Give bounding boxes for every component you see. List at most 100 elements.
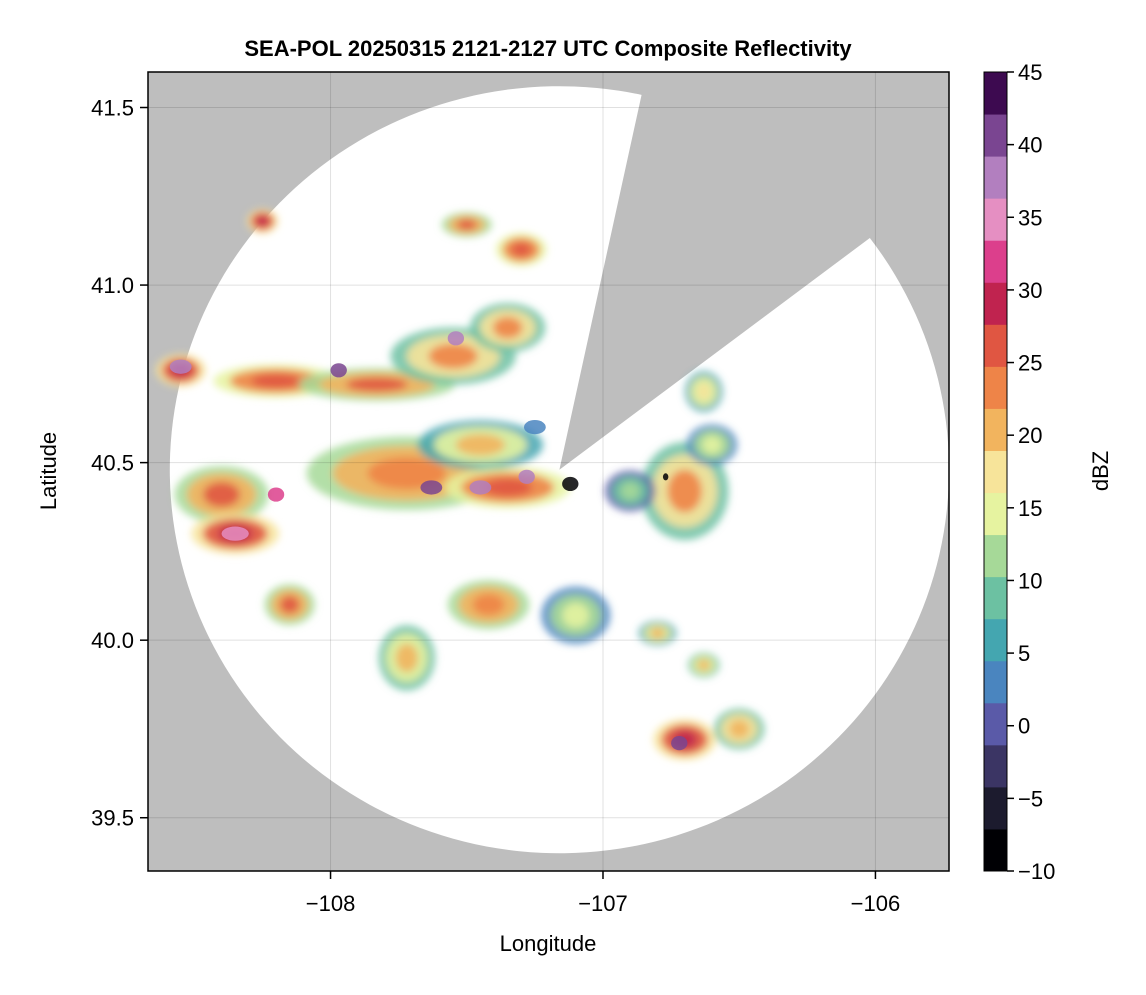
echo-cell [470,303,546,353]
echo-core [662,473,669,481]
colorbar-segment [984,366,1007,409]
echo-inner [729,720,750,738]
radar-coverage-area [169,86,949,854]
x-tick-label: −108 [306,891,356,916]
echo-cell [688,652,720,678]
echo-core [671,736,688,751]
echo-core [330,363,347,378]
y-axis-label: Latitude [36,432,61,510]
echo-cell [640,442,729,541]
echo-inner [702,435,722,454]
echo-cell [441,212,492,237]
colorbar-tick-label: −10 [1018,859,1055,884]
echo-core [420,480,443,495]
colorbar-tick-label: 10 [1018,568,1042,593]
echo-inner [650,627,665,639]
echo-inner [279,595,300,614]
echo-inner [562,602,590,628]
y-tick-label: 41.0 [91,273,134,298]
echo-core [169,359,192,374]
echo-core [518,469,535,484]
colorbar-segment [984,240,1007,283]
colorbar-segment [984,282,1007,325]
echo-cell [541,586,611,644]
y-tick-label: 40.5 [91,451,134,476]
colorbar-segment [984,618,1007,662]
colorbar-segment [984,660,1007,704]
colorbar-segment [984,534,1007,578]
colorbar-tick-label: 20 [1018,423,1042,448]
echo-inner [492,317,523,339]
echo-core [221,526,249,541]
echo-inner [696,382,712,401]
echo-cell [378,625,436,691]
colorbar-segment [984,156,1007,199]
colorbar-segment [984,702,1007,746]
colorbar-segment [984,450,1007,494]
echo-inner [428,343,478,369]
colorbar-segment [984,492,1007,536]
echo-core [447,331,465,346]
echo-cell [417,420,544,470]
reflectivity-cores [169,331,688,751]
echo-cell [686,424,738,466]
echo-inner [251,373,301,389]
echo-inner [472,594,505,616]
colorbar-tick-label: 0 [1018,714,1030,739]
x-tick-label: −106 [851,891,901,916]
x-axis: −108 −107 −106 [306,871,900,916]
colorbar-segment [984,198,1007,241]
colorbar-tick-label: 40 [1018,133,1042,158]
grid-lines [148,72,949,871]
echo-inner [346,377,408,392]
reflectivity-echoes [155,208,765,761]
colorbar-tick-label: 30 [1018,278,1042,303]
x-tick-label: −107 [578,891,628,916]
echo-inner [203,482,240,508]
echo-inner [620,482,641,500]
echo-core [469,480,492,495]
colorbar: −10 −5 0 5 10 15 20 25 30 35 40 45 [983,60,1055,884]
echo-inner [511,242,532,257]
echo-cell [684,371,723,413]
x-axis-label: Longitude [500,931,597,956]
echo-inner [256,215,269,227]
colorbar-frame [983,71,1008,872]
echo-core [562,476,579,492]
colorbar-segment [984,114,1007,157]
echo-cell [638,620,677,646]
y-tick-label: 39.5 [91,806,134,831]
echo-inner [697,659,710,671]
echo-cell [605,470,656,512]
colorbar-tick-label: 35 [1018,205,1042,230]
colorbar-segment [984,72,1007,115]
echo-cell [246,208,279,234]
echo-core [523,420,546,435]
echo-cell [174,465,269,524]
colorbar-tick-label: 25 [1018,351,1042,376]
echo-cell [444,467,571,508]
colorbar-tick-label: −5 [1018,786,1043,811]
chart-title: SEA-POL 20250315 2121-2127 UTC Composite… [244,36,852,61]
echo-inner [667,469,702,513]
colorbar-tick-label: 45 [1018,60,1042,85]
echo-cell [447,580,530,630]
y-tick-label: 40.0 [91,628,134,653]
y-axis: 39.5 40.0 40.5 41.0 41.5 [91,96,148,831]
colorbar-segment [984,786,1007,830]
echo-inner [455,434,505,456]
colorbar-segment [984,324,1007,367]
echo-inner [395,643,418,673]
colorbar-segment [984,744,1007,788]
echo-cell [714,708,765,750]
echo-core [267,487,285,502]
echo-inner [483,478,533,497]
y-tick-label: 41.5 [91,96,134,121]
colorbar-tick-label: 15 [1018,496,1042,521]
colorbar-label: dBZ [1088,451,1113,491]
echo-inner [456,219,477,231]
colorbar-segment [984,408,1007,451]
colorbar-tick-label: 5 [1018,641,1030,666]
